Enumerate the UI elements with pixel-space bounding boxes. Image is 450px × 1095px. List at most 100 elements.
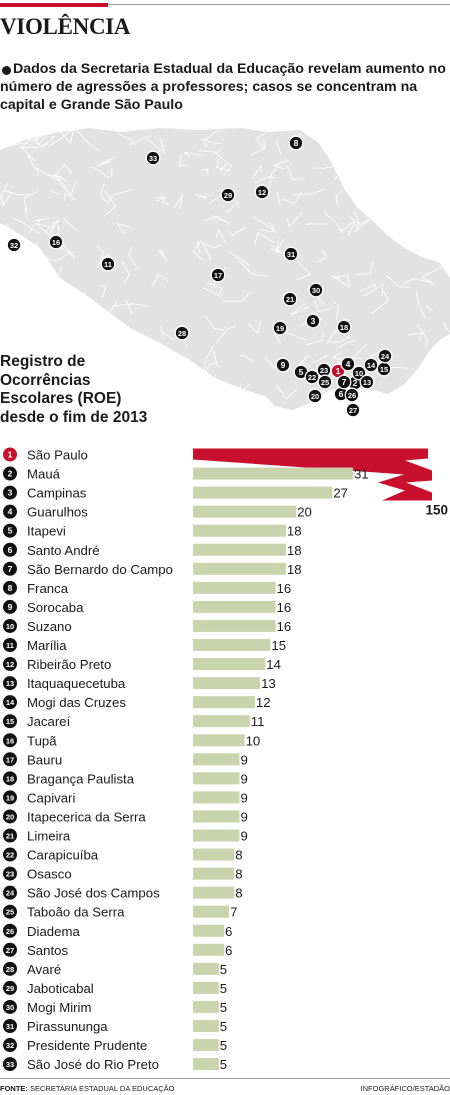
rank-badge-label: 10 xyxy=(6,622,14,631)
rank-badge: 24 xyxy=(3,885,17,900)
municipal-border xyxy=(287,211,303,228)
map-marker-dot xyxy=(305,313,321,329)
municipal-border xyxy=(355,136,383,159)
municipal-border xyxy=(434,355,450,368)
map-state-shape xyxy=(0,128,450,410)
bar xyxy=(193,886,235,899)
rank-badge: 23 xyxy=(3,866,17,881)
municipal-border xyxy=(96,157,115,167)
chart-row: 17 Bauru 9 xyxy=(3,752,248,767)
municipal-border xyxy=(28,223,51,234)
map-marker-label: 17 xyxy=(214,271,222,280)
bar xyxy=(193,867,235,880)
map-marker-label: 4 xyxy=(346,359,351,369)
rank-badge: 28 xyxy=(3,961,17,976)
map-marker-dot xyxy=(220,187,236,203)
rank-badge-label: 5 xyxy=(8,526,13,536)
municipal-border xyxy=(305,223,327,226)
map-marker-label: 21 xyxy=(286,295,294,304)
municipal-border xyxy=(54,251,73,262)
rank-badge-label: 15 xyxy=(6,717,14,726)
municipal-border xyxy=(371,290,390,315)
rank-badge-label: 21 xyxy=(6,832,14,841)
map-marker-dot xyxy=(282,291,298,307)
municipal-border xyxy=(45,219,60,233)
map-marker-28: 28 xyxy=(174,325,190,341)
chart-row: 24 São José dos Campos 8 xyxy=(3,885,243,901)
bar-value-label: 5 xyxy=(220,981,227,996)
rank-badge: 16 xyxy=(3,733,17,748)
chart-row: 28 Avaré 5 xyxy=(3,961,227,977)
map-marker-label: 28 xyxy=(178,329,186,338)
municipal-border xyxy=(98,285,107,298)
map-marker-label: 13 xyxy=(363,378,371,387)
municipal-border xyxy=(260,221,277,233)
municipal-border xyxy=(335,403,340,410)
chart-row: 29 Jaboticabal 5 xyxy=(3,980,227,996)
bar-value-label: 20 xyxy=(297,505,312,520)
chart-row: 2 Mauá 31 xyxy=(3,466,369,482)
municipal-border xyxy=(106,128,122,129)
municipal-border xyxy=(129,135,149,146)
map-marker-14: 14 xyxy=(363,357,379,373)
municipal-border xyxy=(23,304,43,309)
map-marker-dot xyxy=(307,388,323,404)
municipal-border xyxy=(52,291,87,304)
bar-value-label: 9 xyxy=(240,809,247,824)
municipal-border xyxy=(197,241,201,254)
municipal-border xyxy=(183,151,203,158)
municipal-border xyxy=(203,130,218,148)
rank-badge-circle xyxy=(3,485,17,500)
category-label: Campinas xyxy=(27,486,87,501)
rank-badge-circle xyxy=(3,942,17,957)
bar xyxy=(193,562,286,575)
municipal-border xyxy=(111,167,113,178)
rank-badge-label: 8 xyxy=(8,583,13,593)
rank-badge: 30 xyxy=(3,999,17,1014)
rank-badge: 33 xyxy=(3,1057,17,1072)
map-marker-label: 14 xyxy=(367,361,376,370)
chart-row: 16 Tupã 10 xyxy=(3,733,260,748)
municipal-border xyxy=(215,228,226,243)
municipal-border xyxy=(425,224,430,236)
municipal-border xyxy=(207,411,221,428)
municipal-border xyxy=(239,354,255,364)
rank-badge-circle xyxy=(3,771,17,786)
map-land xyxy=(0,128,450,410)
bar-value-label: 6 xyxy=(225,943,232,958)
rank-badge-circle xyxy=(3,580,17,595)
rank-badge-label: 20 xyxy=(6,812,14,821)
rank-badge-label: 12 xyxy=(6,660,14,669)
category-label: Santos xyxy=(27,943,68,958)
map-marker-29: 29 xyxy=(220,187,236,203)
bar xyxy=(193,1020,219,1032)
rank-badge: 8 xyxy=(3,580,17,595)
municipal-border xyxy=(59,180,77,197)
municipal-border xyxy=(204,315,224,331)
map-marker-dot xyxy=(344,387,360,403)
municipal-border xyxy=(427,209,449,225)
municipal-border xyxy=(229,251,251,267)
map-marker-dot xyxy=(272,320,288,336)
map-marker-label: 27 xyxy=(349,406,357,415)
rank-badge-circle xyxy=(3,828,17,843)
bar xyxy=(193,619,276,632)
bar xyxy=(193,639,271,651)
municipal-border xyxy=(49,338,64,354)
map-marker-label: 18 xyxy=(340,323,348,332)
chart-row: 33 São José do Rio Preto 5 xyxy=(3,1057,227,1072)
map-marker-8: 8 xyxy=(288,135,304,151)
rank-badge-label: 3 xyxy=(8,488,13,498)
map-marker-26: 26 xyxy=(344,387,360,403)
chart-row: 30 Mogi Mirim 5 xyxy=(3,999,227,1015)
rank-badge-circle xyxy=(3,1019,17,1033)
bar xyxy=(193,943,224,956)
municipal-border xyxy=(0,233,7,250)
map-marker-label: 12 xyxy=(258,188,266,197)
municipal-border xyxy=(151,273,169,287)
bar xyxy=(193,753,240,766)
map-marker-23: 23 xyxy=(316,362,332,378)
rank-badge-label: 27 xyxy=(6,946,14,955)
rank-badge-label: 11 xyxy=(6,641,14,650)
